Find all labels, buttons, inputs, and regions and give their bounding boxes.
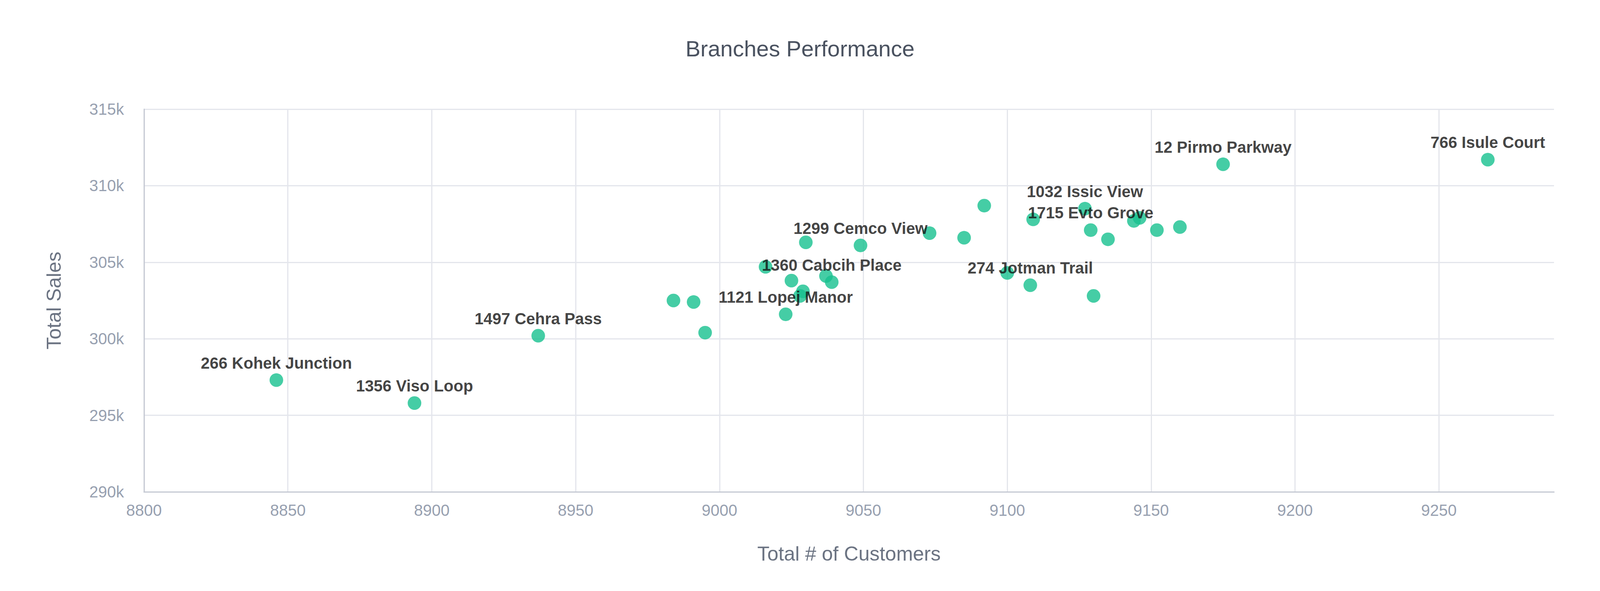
- svg-text:9000: 9000: [701, 501, 738, 520]
- svg-text:300k: 300k: [89, 330, 125, 348]
- svg-text:766 Isule Court: 766 Isule Court: [1430, 133, 1546, 152]
- svg-text:9200: 9200: [1277, 501, 1313, 520]
- svg-text:8800: 8800: [126, 501, 162, 520]
- svg-text:1497 Cehra Pass: 1497 Cehra Pass: [474, 310, 602, 328]
- svg-text:310k: 310k: [89, 176, 125, 195]
- svg-text:Total # of Customers: Total # of Customers: [757, 542, 941, 566]
- svg-text:12 Pirmo Parkway: 12 Pirmo Parkway: [1154, 138, 1292, 156]
- svg-text:8900: 8900: [414, 501, 450, 520]
- svg-text:9250: 9250: [1421, 501, 1457, 520]
- svg-text:8950: 8950: [558, 501, 594, 520]
- svg-text:8850: 8850: [270, 501, 306, 520]
- svg-text:266 Kohek Junction: 266 Kohek Junction: [200, 354, 352, 372]
- svg-text:315k: 315k: [89, 100, 125, 118]
- svg-text:274 Jotman Trail: 274 Jotman Trail: [967, 259, 1093, 277]
- svg-text:Branches Performance: Branches Performance: [685, 36, 915, 62]
- svg-text:305k: 305k: [89, 253, 125, 272]
- svg-text:9050: 9050: [845, 501, 882, 520]
- svg-text:290k: 290k: [89, 483, 125, 501]
- svg-text:1715 Evto Grove: 1715 Evto Grove: [1028, 204, 1154, 222]
- svg-text:1356 Viso Loop: 1356 Viso Loop: [356, 377, 474, 395]
- svg-text:1299 Cemco View: 1299 Cemco View: [793, 219, 928, 238]
- svg-text:1360 Cabcih Place: 1360 Cabcih Place: [762, 256, 902, 274]
- svg-text:295k: 295k: [89, 406, 125, 425]
- svg-text:9150: 9150: [1133, 501, 1169, 520]
- svg-text:9100: 9100: [989, 501, 1026, 520]
- svg-text:1032 Issic View: 1032 Issic View: [1026, 182, 1144, 201]
- svg-text:1121 Lopej Manor: 1121 Lopej Manor: [718, 288, 853, 306]
- svg-text:Total Sales: Total Sales: [42, 251, 66, 350]
